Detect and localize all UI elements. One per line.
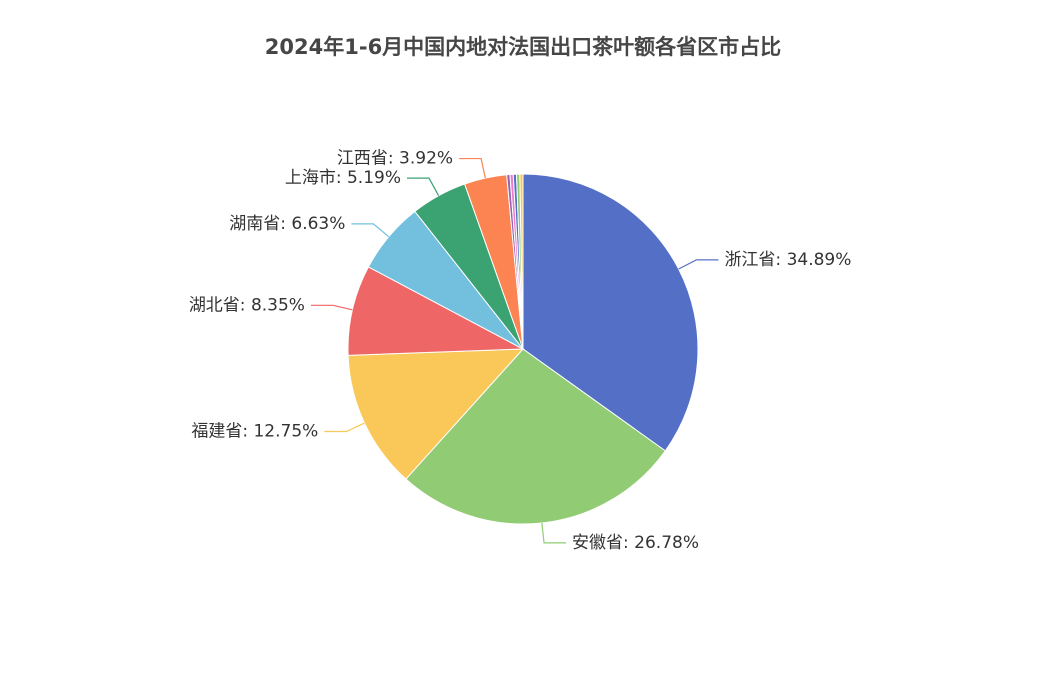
data-label: 浙江省: 34.89%	[724, 250, 851, 270]
data-label: 湖南省: 6.63%	[229, 214, 345, 234]
leader-line	[678, 259, 719, 270]
pie-slice	[522, 173, 699, 452]
pie-slice	[347, 266, 525, 356]
pie-slice	[347, 348, 525, 480]
leader-line	[541, 522, 567, 544]
leader-line	[407, 177, 440, 196]
data-label: 上海市: 5.19%	[285, 168, 401, 188]
pie-slice	[519, 173, 524, 350]
pie-slice	[405, 348, 666, 525]
data-label: 江西省: 3.92%	[337, 149, 453, 169]
chart-title: 2024年1-6月中国内地对法国出口茶叶额各省区市占比	[265, 35, 781, 59]
leader-line	[459, 157, 486, 179]
data-label: 湖北省: 8.35%	[189, 295, 305, 315]
leader-line	[351, 223, 390, 238]
leader-line	[310, 304, 353, 311]
data-label: 安徽省: 26.78%	[572, 533, 699, 553]
data-label: 福建省: 12.75%	[191, 422, 318, 442]
leader-line	[324, 422, 365, 433]
